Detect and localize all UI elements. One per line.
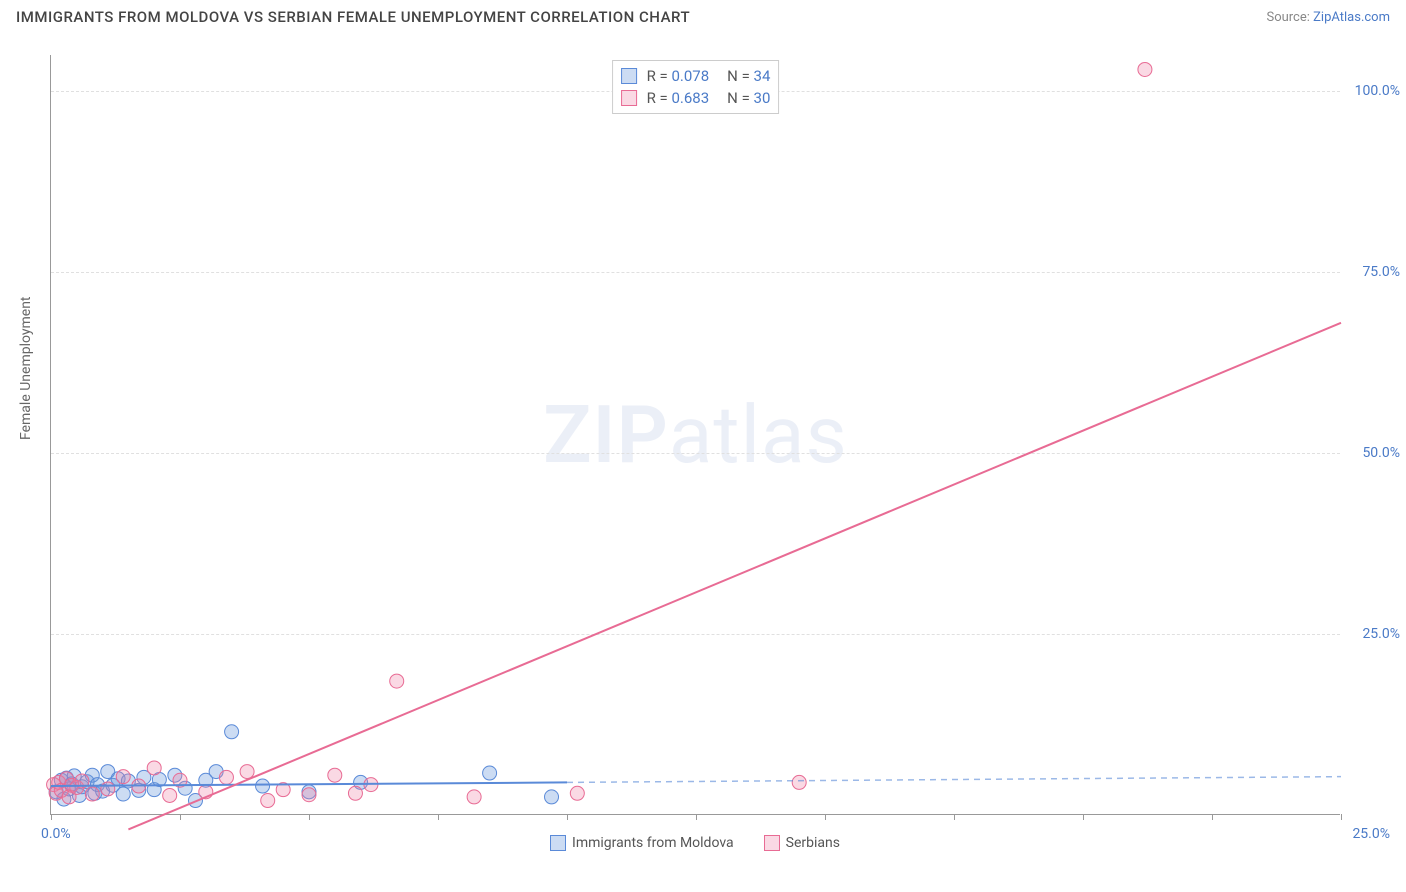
data-point-serbians [328,768,342,782]
y-tick-label: 75.0% [1362,264,1400,280]
data-point-serbians [261,794,275,808]
legend-swatch [550,835,566,851]
y-tick-label: 25.0% [1362,626,1400,642]
chart-container: ZIPatlas 25.0%50.0%75.0%100.0% R = 0.078… [50,55,1395,840]
x-tick [1341,814,1342,820]
source-attribution: Source: ZipAtlas.com [1266,10,1390,25]
data-point-serbians [467,790,481,804]
x-tick [309,814,310,820]
x-tick [51,814,52,820]
data-point-moldova [116,787,130,801]
legend-swatch [621,68,637,84]
x-tick [1212,814,1213,820]
y-tick-label: 50.0% [1362,445,1400,461]
regression-line-serbians [128,323,1341,830]
data-point-moldova [545,790,559,804]
chart-title: IMMIGRANTS FROM MOLDOVA VS SERBIAN FEMAL… [16,8,690,26]
data-point-serbians [240,765,254,779]
data-point-serbians [147,761,161,775]
data-point-serbians [1138,62,1152,76]
data-point-serbians [570,786,584,800]
x-tick [696,814,697,820]
regression-extrapolation-moldova [567,777,1341,783]
x-tick [954,814,955,820]
x-tick [438,814,439,820]
x-tick [1083,814,1084,820]
bottom-legend: Immigrants from Moldova Serbians [50,835,1340,851]
x-tick [180,814,181,820]
data-point-moldova [225,725,239,739]
data-point-serbians [219,770,233,784]
legend-label: Serbians [786,835,840,851]
data-point-serbians [163,788,177,802]
data-point-serbians [792,775,806,789]
data-point-serbians [390,674,404,688]
bottom-legend-item-serbians: Serbians [764,835,840,851]
scatter-plot-svg [51,55,1340,814]
legend-swatch [764,835,780,851]
legend-swatch [621,90,637,106]
y-tick-label: 100.0% [1355,83,1400,99]
y-axis-label: Female Unemployment [18,296,34,440]
x-max-label: 25.0% [1352,826,1390,842]
data-point-serbians [302,788,316,802]
legend-stats-box: R = 0.078N = 34R = 0.683N = 30 [612,60,780,114]
data-point-serbians [116,770,130,784]
data-point-moldova [256,779,270,793]
data-point-moldova [483,766,497,780]
data-point-serbians [85,787,99,801]
x-tick [567,814,568,820]
legend-label: Immigrants from Moldova [572,835,734,851]
legend-stats-row-moldova: R = 0.078N = 34 [621,65,771,87]
source-link[interactable]: ZipAtlas.com [1313,10,1390,25]
plot-area: ZIPatlas 25.0%50.0%75.0%100.0% R = 0.078… [50,55,1340,815]
x-tick [825,814,826,820]
data-point-serbians [348,786,362,800]
data-point-serbians [101,782,115,796]
bottom-legend-item-moldova: Immigrants from Moldova [550,835,734,851]
legend-stats-row-serbians: R = 0.683N = 30 [621,87,771,109]
